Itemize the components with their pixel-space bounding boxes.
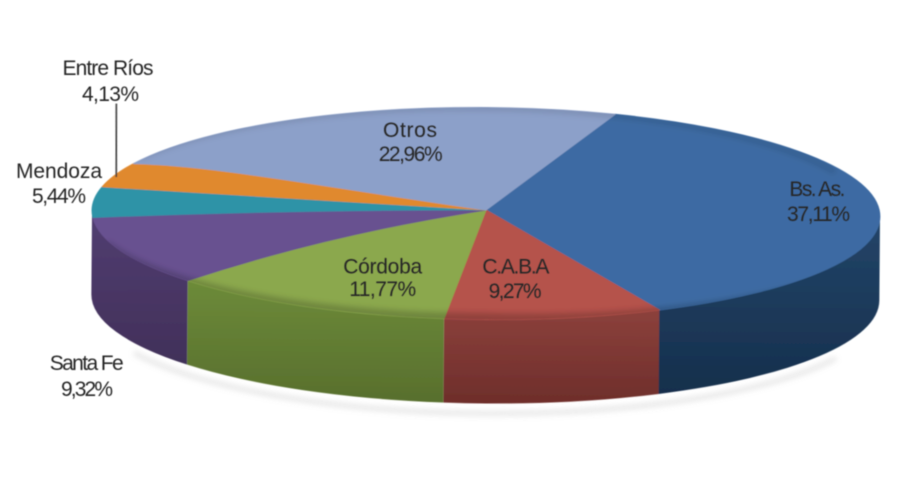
svg-text:37,11%: 37,11% [787, 203, 850, 226]
svg-text:4,13%: 4,13% [82, 83, 139, 106]
svg-text:Córdoba: Córdoba [343, 256, 422, 279]
svg-text:Mendoza: Mendoza [16, 160, 102, 183]
svg-text:11,77%: 11,77% [349, 278, 416, 301]
svg-text:5,44%: 5,44% [32, 185, 86, 208]
svg-text:Santa Fe: Santa Fe [50, 352, 124, 375]
svg-text:22,96%: 22,96% [379, 143, 443, 166]
svg-text:9,27%: 9,27% [489, 280, 542, 303]
svg-text:Otros: Otros [383, 119, 437, 142]
svg-text:Entre Ríos: Entre Ríos [63, 57, 154, 80]
svg-text:C.A.B.A: C.A.B.A [482, 256, 549, 279]
svg-text:Bs. As.: Bs. As. [789, 178, 845, 201]
svg-text:9,32%: 9,32% [61, 378, 113, 401]
